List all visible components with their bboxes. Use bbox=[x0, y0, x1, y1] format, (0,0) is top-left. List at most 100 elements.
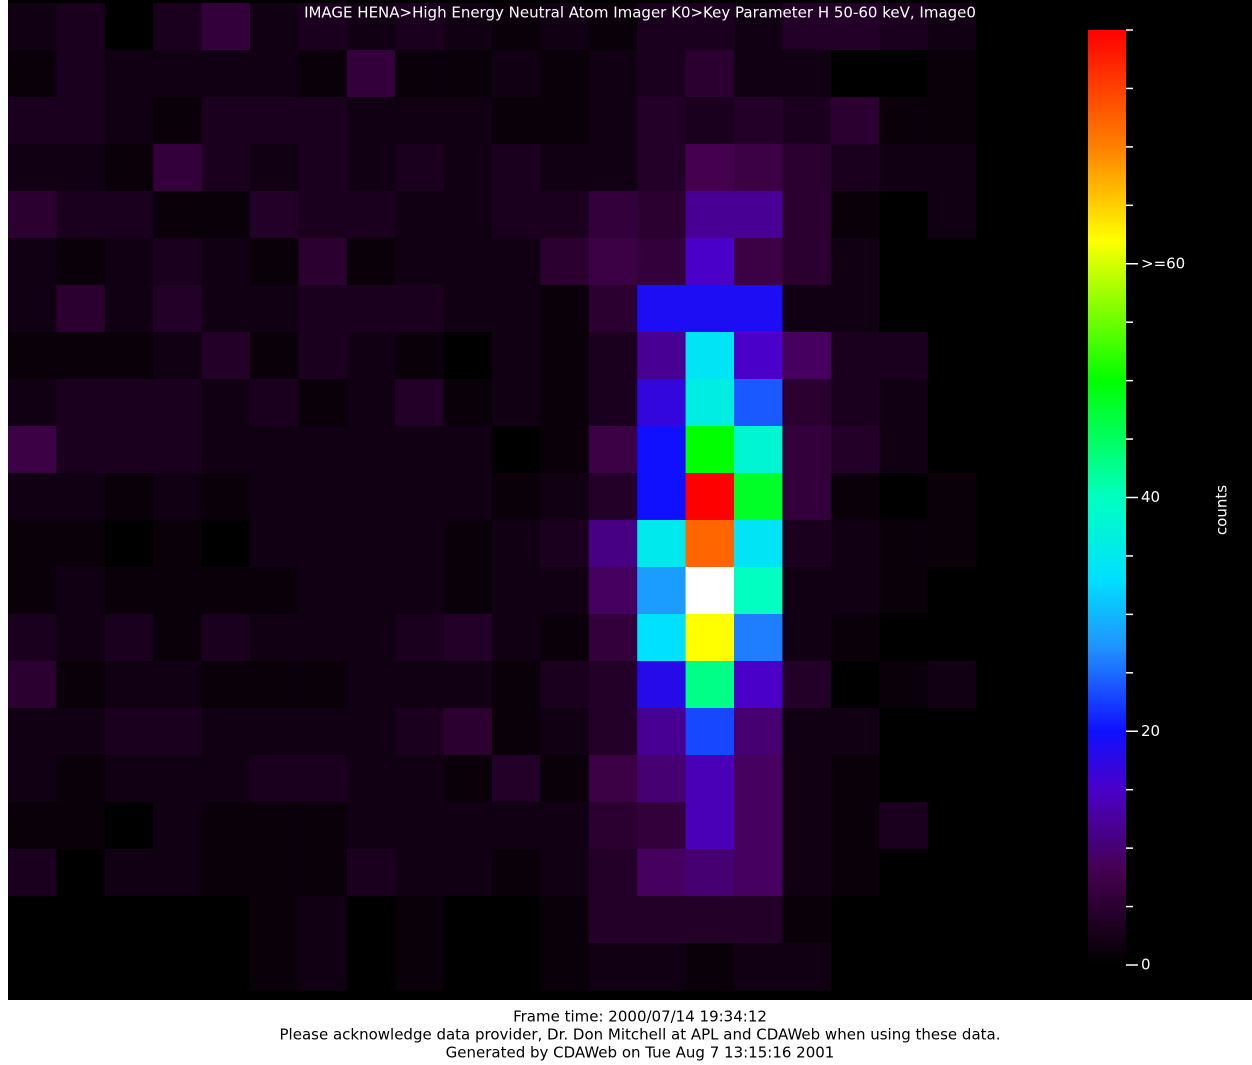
heatmap-cell bbox=[492, 661, 541, 709]
heatmap-cell bbox=[201, 426, 251, 474]
heatmap-cell bbox=[540, 661, 590, 709]
heatmap-cell bbox=[637, 426, 687, 474]
heatmap-cell bbox=[927, 50, 977, 98]
heatmap-cell bbox=[830, 755, 880, 803]
heatmap-cell bbox=[153, 943, 203, 991]
heatmap-cell bbox=[782, 614, 832, 662]
heatmap-cell bbox=[637, 191, 687, 239]
colorbar-tick-label: 0 bbox=[1141, 956, 1151, 974]
heatmap-cell bbox=[153, 567, 203, 615]
heatmap-cell bbox=[927, 285, 977, 333]
heatmap-cell bbox=[734, 708, 783, 756]
heatmap-cell bbox=[201, 97, 251, 145]
heatmap-cell bbox=[492, 473, 541, 521]
heatmap-cell bbox=[734, 802, 783, 850]
heatmap-cell bbox=[492, 379, 541, 427]
heatmap-cell bbox=[492, 426, 541, 474]
heatmap-cell bbox=[153, 379, 203, 427]
heatmap-cell bbox=[298, 191, 348, 239]
heatmap-cell bbox=[782, 661, 832, 709]
heatmap-cell bbox=[637, 238, 687, 286]
heatmap-cell bbox=[56, 379, 106, 427]
heatmap-cell bbox=[104, 943, 154, 991]
heatmap-cell bbox=[443, 473, 493, 521]
heatmap-cell bbox=[346, 238, 396, 286]
colorbar-tick-label: 20 bbox=[1141, 722, 1160, 740]
heatmap-cell bbox=[879, 97, 929, 145]
heatmap-cell bbox=[346, 896, 396, 944]
heatmap-cell bbox=[153, 144, 203, 192]
heatmap-cell bbox=[298, 896, 348, 944]
heatmap-cell bbox=[492, 943, 541, 991]
heatmap-cell bbox=[8, 379, 57, 427]
heatmap-cell bbox=[588, 97, 638, 145]
heatmap-cell bbox=[298, 849, 348, 897]
heatmap-cell bbox=[153, 896, 203, 944]
heatmap-cell bbox=[492, 802, 541, 850]
heatmap-cell bbox=[734, 285, 783, 333]
heatmap-cell bbox=[346, 473, 396, 521]
heatmap-cell bbox=[201, 708, 251, 756]
heatmap-cell bbox=[298, 802, 348, 850]
footer-line: Please acknowledge data provider, Dr. Do… bbox=[280, 1026, 1001, 1044]
heatmap-cell bbox=[734, 849, 783, 897]
heatmap-cell bbox=[298, 238, 348, 286]
heatmap-cell bbox=[685, 943, 735, 991]
heatmap-cell bbox=[734, 50, 783, 98]
heatmap-cell bbox=[685, 802, 735, 850]
heatmap-cell bbox=[927, 802, 977, 850]
heatmap-cell bbox=[492, 144, 541, 192]
heatmap-cell bbox=[588, 661, 638, 709]
heatmap-cell bbox=[637, 802, 687, 850]
heatmap-cell bbox=[201, 379, 251, 427]
heatmap-cell bbox=[830, 379, 880, 427]
heatmap-cell bbox=[782, 802, 832, 850]
heatmap-cell bbox=[395, 567, 445, 615]
heatmap-cell bbox=[830, 849, 880, 897]
heatmap-cell bbox=[395, 943, 445, 991]
heatmap-cell bbox=[56, 567, 106, 615]
heatmap-cell bbox=[879, 520, 929, 568]
heatmap-cell bbox=[153, 614, 203, 662]
heatmap-cell bbox=[8, 708, 57, 756]
heatmap-cell bbox=[685, 50, 735, 98]
heatmap-cell bbox=[685, 896, 735, 944]
heatmap-cell bbox=[879, 238, 929, 286]
heatmap-cell bbox=[8, 802, 57, 850]
heatmap-cell bbox=[443, 943, 493, 991]
heatmap-cell bbox=[588, 426, 638, 474]
heatmap-cell bbox=[104, 661, 154, 709]
heatmap-cell bbox=[395, 285, 445, 333]
heatmap-cell bbox=[104, 755, 154, 803]
heatmap-cell bbox=[153, 50, 203, 98]
heatmap-cell bbox=[637, 614, 687, 662]
heatmap-cell bbox=[492, 708, 541, 756]
heatmap-cell bbox=[782, 144, 832, 192]
heatmap-cell bbox=[104, 567, 154, 615]
heatmap-cell bbox=[104, 191, 154, 239]
heatmap-cell bbox=[637, 473, 687, 521]
heatmap-cell bbox=[153, 708, 203, 756]
heatmap-cell bbox=[250, 896, 299, 944]
heatmap-cell bbox=[56, 3, 106, 51]
heatmap-cell bbox=[346, 3, 396, 51]
heatmap bbox=[8, 3, 977, 991]
heatmap-cell bbox=[734, 332, 783, 380]
heatmap-cell bbox=[782, 238, 832, 286]
heatmap-cell bbox=[153, 238, 203, 286]
heatmap-cell bbox=[492, 849, 541, 897]
heatmap-cell bbox=[346, 614, 396, 662]
heatmap-cell bbox=[734, 661, 783, 709]
heatmap-cell bbox=[492, 567, 541, 615]
heatmap-cell bbox=[250, 144, 299, 192]
heatmap-cell bbox=[443, 238, 493, 286]
heatmap-cell bbox=[153, 285, 203, 333]
heatmap-cell bbox=[104, 97, 154, 145]
heatmap-cell bbox=[443, 144, 493, 192]
heatmap-cell bbox=[540, 802, 590, 850]
heatmap-cell bbox=[56, 144, 106, 192]
heatmap-cell bbox=[588, 332, 638, 380]
heatmap-cell bbox=[830, 473, 880, 521]
heatmap-cell bbox=[830, 661, 880, 709]
